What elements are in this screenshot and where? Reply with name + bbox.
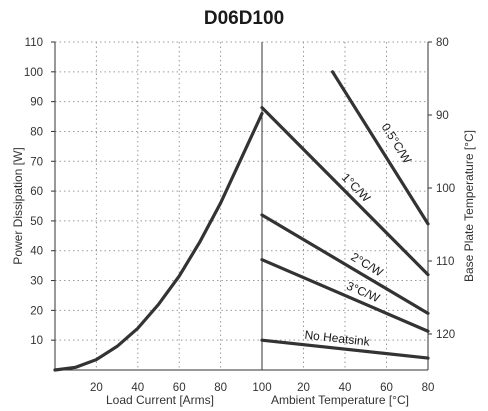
y-tick-label: 50: [30, 216, 43, 228]
x-tick-label: 40: [339, 382, 352, 394]
grid: [55, 41, 428, 370]
right-x-axis-label: Ambient Temperature [°C]: [271, 393, 409, 407]
right-y-axis-label: Base Plate Temperature [°C]: [462, 130, 476, 282]
y-tick-label: 20: [30, 305, 43, 317]
heatsink-line-1-c-w: [260, 105, 430, 277]
series-label-1-c-w: 1°C/W: [339, 170, 374, 205]
x-tick-label: 20: [297, 382, 310, 394]
y-tick-label: 70: [30, 156, 43, 168]
x-tick-label: 60: [173, 382, 186, 394]
x-tick-label: 60: [380, 382, 393, 394]
y-tick-label: 10: [30, 335, 43, 347]
x-tick-label: 20: [90, 382, 103, 394]
series-label-2-c-w: 2°C/W: [348, 250, 386, 280]
x-tick-label: 40: [131, 382, 144, 394]
x-tick-label: 80: [214, 382, 227, 394]
curve-labels: 0.5°C/W1°C/W2°C/W3°C/WNo Heatsink: [304, 121, 415, 349]
y2-tick-label: 80: [436, 37, 449, 49]
heatsink-line-3-c-w: [260, 258, 430, 333]
left-x-axis-label: Load Current [Arms]: [106, 393, 214, 407]
y-tick-label: 100: [24, 67, 43, 79]
y-tick-label: 90: [30, 97, 43, 109]
y2-tick-label: 120: [436, 329, 455, 341]
series: [53, 70, 430, 372]
heatsink-line-no-heatsink: [260, 338, 430, 360]
power-dissipation-curve: [53, 112, 264, 372]
y2-tick-label: 100: [436, 183, 455, 195]
chart-title: D06D100: [204, 8, 284, 29]
y-tick-label: 30: [30, 276, 43, 288]
x-tick-label: 80: [422, 382, 435, 394]
x-tick-label: 100: [252, 382, 271, 394]
heatsink-line-2-c-w: [260, 213, 430, 315]
heatsink-line-0-5-c-w: [330, 70, 430, 226]
tick-labels: 10 20 30 40 50 60 70 80 90 100 110 20 40 60 80 100 20 40 6…: [24, 37, 455, 394]
y-tick-label: 60: [30, 186, 43, 198]
y-tick-label: 80: [30, 126, 43, 138]
y2-tick-label: 90: [436, 110, 449, 122]
y2-tick-label: 110: [436, 256, 454, 268]
left-y-axis-label: Power Dissipation [W]: [11, 147, 25, 264]
series-label-0-5-c-w: 0.5°C/W: [379, 121, 415, 167]
axes: [51, 41, 432, 371]
y-tick-label: 110: [25, 37, 43, 49]
y-tick-label: 40: [30, 246, 43, 258]
